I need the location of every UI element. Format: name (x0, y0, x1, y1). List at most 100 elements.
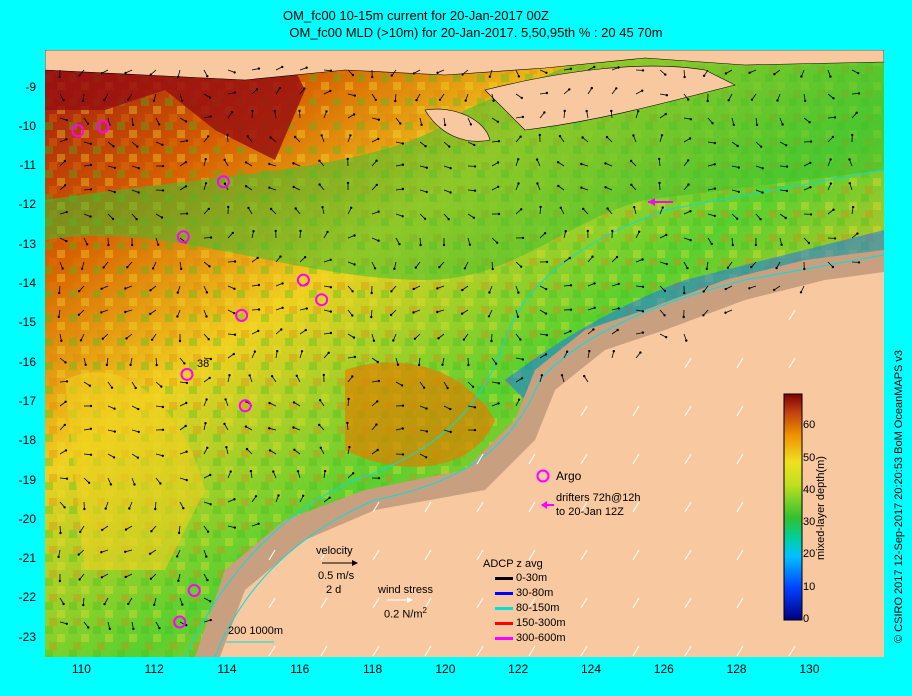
current-arrow-head (209, 503, 212, 506)
current-arrow-head (109, 483, 113, 486)
current-arrow-head (689, 210, 692, 213)
current-arrow-head (491, 267, 494, 271)
current-arrow-head (519, 338, 522, 341)
map-canvas (45, 50, 884, 657)
velocity-duration: 2 d (326, 584, 342, 596)
current-arrow-head (268, 401, 271, 405)
current-arrow-head (161, 428, 165, 431)
current-arrow-head (641, 331, 645, 334)
current-arrow-head (804, 99, 807, 103)
current-arrow-head (351, 375, 354, 378)
current-arrow-head (347, 397, 350, 401)
current-arrow-head (807, 241, 811, 245)
current-arrow-head (108, 627, 111, 630)
current-arrow-head (185, 381, 189, 385)
current-arrow-head (249, 469, 253, 473)
current-arrow-head (496, 161, 500, 164)
current-arrow-head (185, 139, 189, 142)
current-arrow-head (713, 163, 716, 166)
current-arrow-head (205, 291, 209, 294)
current-arrow-head (256, 256, 259, 260)
current-arrow-head (137, 430, 140, 434)
wind-stress-arrow (268, 645, 276, 657)
current-arrow-head (543, 232, 547, 235)
current-arrow-head (604, 186, 607, 189)
current-arrow-head (151, 267, 155, 270)
current-arrow-head (209, 115, 212, 118)
current-arrow-head (803, 267, 806, 271)
current-arrow-head (497, 212, 501, 216)
current-arrow-head (401, 187, 405, 191)
current-arrow-head (832, 208, 835, 211)
current-arrow-head (65, 622, 68, 625)
current-arrow-head (580, 186, 583, 189)
current-arrow-head (223, 182, 227, 185)
drifters-legend-line1: drifters 72h@12h (556, 492, 641, 504)
wind-stress-arrow (372, 501, 380, 513)
current-arrow-head (150, 338, 154, 341)
current-arrow-head (376, 400, 379, 403)
current-arrow-head (296, 470, 300, 473)
current-arrow-head (149, 289, 152, 292)
wind-stress-arrow (476, 597, 484, 609)
current-arrow-head (207, 207, 210, 211)
current-arrow-head (702, 314, 705, 317)
current-arrow-head (300, 350, 304, 353)
current-arrow-head (231, 231, 234, 235)
current-arrow-head (641, 310, 645, 313)
wind-stress-arrow (736, 501, 744, 513)
adcp-legend-row: 80-150m (495, 602, 559, 614)
current-arrow-head (124, 287, 127, 290)
current-arrow-head (101, 528, 104, 532)
adcp-legend-row: 150-300m (495, 617, 566, 629)
current-arrow-head (137, 191, 140, 194)
current-arrow-head (473, 143, 476, 147)
wind-stress-scale-value: 0.2 N/m (384, 608, 423, 621)
current-arrow-head (320, 134, 323, 137)
current-arrow-head (425, 430, 429, 433)
current-arrow-head (441, 363, 444, 366)
current-arrow-head (137, 407, 140, 411)
current-arrow-head (748, 71, 751, 74)
current-arrow-head (89, 163, 93, 167)
current-arrow-head (705, 267, 708, 271)
current-arrow-head (161, 164, 165, 168)
current-arrow-head (737, 166, 740, 169)
current-arrow-head (851, 133, 854, 137)
current-arrow-head (612, 350, 615, 353)
x-tick-label: 116 (290, 662, 310, 676)
wind-stress-arrow (684, 549, 692, 561)
current-arrow-head (177, 579, 180, 582)
current-arrow-head (303, 256, 307, 259)
credit-text: © CSIRO 2017 12-Sep-2017 20:20:53 BoM Oc… (893, 349, 905, 643)
current-arrow-head (535, 158, 539, 161)
current-arrow-head (328, 496, 331, 499)
current-arrow-head (209, 600, 212, 603)
adcp-legend-label: 0-30m (516, 572, 548, 584)
x-tick-label: 130 (799, 662, 820, 676)
current-arrow-head (154, 507, 157, 511)
adcp-legend-label: 80-150m (516, 602, 560, 614)
current-arrow-head (112, 145, 115, 148)
current-arrow-head (373, 267, 377, 270)
current-arrow-head (77, 313, 81, 316)
current-arrow-head (78, 74, 81, 77)
current-arrow-head (687, 98, 690, 101)
current-arrow-head (809, 186, 812, 189)
current-arrow-head (352, 113, 356, 116)
colorbar-tick-label: 60 (803, 419, 816, 432)
current-arrow-head (565, 350, 569, 353)
current-arrow-head (425, 456, 428, 459)
adcp-arrow-icon (495, 636, 513, 640)
current-arrow-head (182, 507, 185, 510)
current-arrow-head (460, 312, 464, 315)
current-arrow-head (605, 135, 609, 139)
wind-stress-arrow (580, 453, 588, 465)
current-arrow-head (468, 243, 472, 246)
wind-stress-arrow (528, 645, 536, 657)
wind-stress-arrow (476, 453, 484, 465)
wind-stress-arrow (684, 453, 692, 465)
wind-stress-arrow (476, 645, 484, 657)
current-arrow-head (88, 384, 92, 387)
current-arrow-head (353, 263, 356, 266)
